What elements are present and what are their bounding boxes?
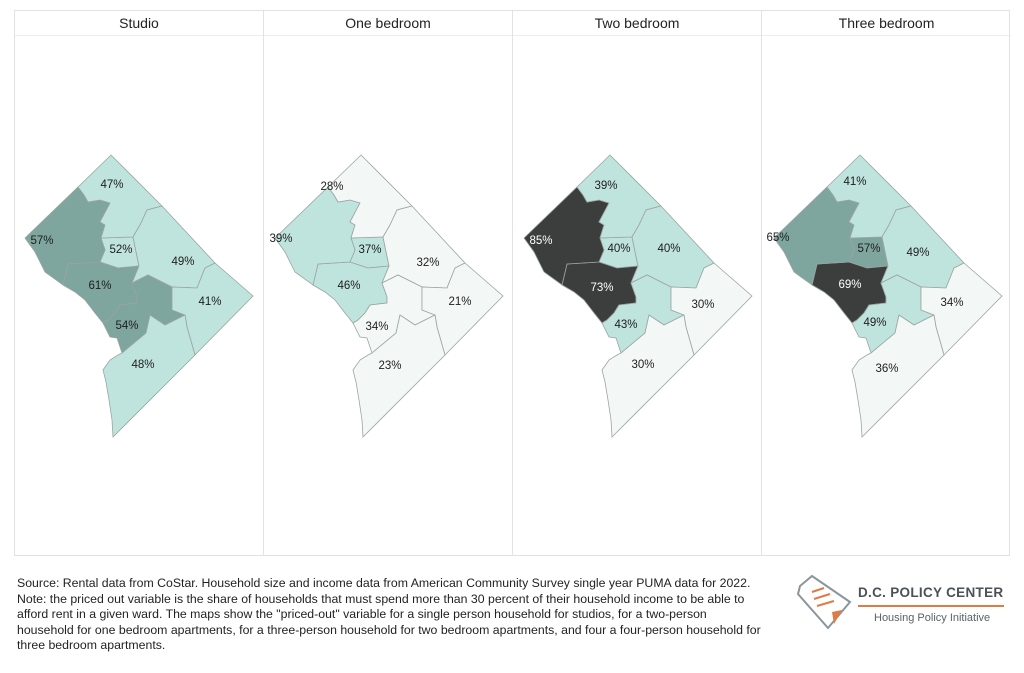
choropleth-maps: 52%61%57%47%49%54%41%48%37%46%39%28%32%3… xyxy=(24,154,1003,438)
ward-value-label: 47% xyxy=(100,179,123,191)
panel-title: Three bedroom xyxy=(762,11,1011,36)
ward-value-label: 73% xyxy=(590,282,613,294)
ward-value-label: 46% xyxy=(337,280,360,292)
panel-two-bedroom: Two bedroom xyxy=(513,11,762,555)
logo-divider xyxy=(858,605,1004,607)
ward-value-label: 39% xyxy=(594,180,617,192)
ward-value-label: 34% xyxy=(365,321,388,333)
map-grid: Studio One bedroom Two bedroom Three bed… xyxy=(14,10,1011,556)
logo-subtitle: Housing Policy Initiative xyxy=(874,612,991,624)
ward-value-label: 41% xyxy=(843,176,866,188)
ward-value-label: 30% xyxy=(631,359,654,371)
map-three-bedroom: 57% 69% 65% 41% 49% 49% 34% 36% xyxy=(766,154,1003,438)
ward-value-label: 40% xyxy=(657,243,680,255)
map-one-bedroom: 37% 46% 39% 28% 32% 34% 21% 23% xyxy=(269,154,504,438)
panel-studio: Studio xyxy=(15,11,264,555)
ward-value-label: 40% xyxy=(607,243,630,255)
ward-region xyxy=(601,314,695,438)
ward-value-label: 57% xyxy=(30,235,53,247)
ward-region xyxy=(102,314,196,438)
map-two-bedroom: 40% 73% 85% 39% 40% 43% 30% 30% xyxy=(523,154,753,438)
ward-value-label: 41% xyxy=(198,296,221,308)
dc-map-document-icon xyxy=(796,574,852,630)
logo-title: D.C. POLICY CENTER xyxy=(858,585,1004,600)
ward-value-label: 39% xyxy=(269,233,292,245)
ward-region xyxy=(851,314,945,438)
map-studio: 52% 61% 57% 47% 49% 54% 41% 48% xyxy=(24,154,254,438)
ward-value-label: 57% xyxy=(857,243,880,255)
ward-value-label: 48% xyxy=(131,359,154,371)
panel-title: Two bedroom xyxy=(513,11,761,36)
ward-value-label: 28% xyxy=(320,181,343,193)
panel-title: Studio xyxy=(15,11,263,36)
ward-region xyxy=(920,262,1003,356)
source-text: Source: Rental data from CoStar. Househo… xyxy=(17,576,751,590)
ward-value-label: 65% xyxy=(766,232,789,244)
ward-value-label: 23% xyxy=(378,360,401,372)
ward-value-label: 30% xyxy=(691,299,714,311)
ward-value-label: 49% xyxy=(906,247,929,259)
ward-value-label: 34% xyxy=(940,297,963,309)
ward-value-label: 61% xyxy=(88,280,111,292)
note-text: Note: the priced out variable is the sha… xyxy=(17,591,761,653)
ward-value-label: 37% xyxy=(358,244,381,256)
ward-value-label: 69% xyxy=(838,279,861,291)
ward-value-label: 52% xyxy=(109,244,132,256)
ward-region xyxy=(670,262,753,356)
panel-title: One bedroom xyxy=(264,11,512,36)
panel-one-bedroom: One bedroom xyxy=(264,11,513,555)
ward-region xyxy=(352,314,446,438)
ward-value-label: 43% xyxy=(614,319,637,331)
ward-region xyxy=(171,262,254,356)
footer-notes: Source: Rental data from CoStar. Househo… xyxy=(17,576,762,654)
ward-value-label: 49% xyxy=(171,256,194,268)
ward-value-label: 32% xyxy=(416,257,439,269)
dc-policy-center-logo: D.C. POLICY CENTER Housing Policy Initia… xyxy=(790,572,1020,636)
panel-three-bedroom: Three bedroom xyxy=(762,11,1011,555)
ward-value-label: 85% xyxy=(529,235,552,247)
ward-value-label: 36% xyxy=(875,363,898,375)
ward-value-label: 54% xyxy=(115,320,138,332)
ward-value-label: 49% xyxy=(863,317,886,329)
ward-value-label: 21% xyxy=(448,296,471,308)
ward-region xyxy=(421,262,504,356)
